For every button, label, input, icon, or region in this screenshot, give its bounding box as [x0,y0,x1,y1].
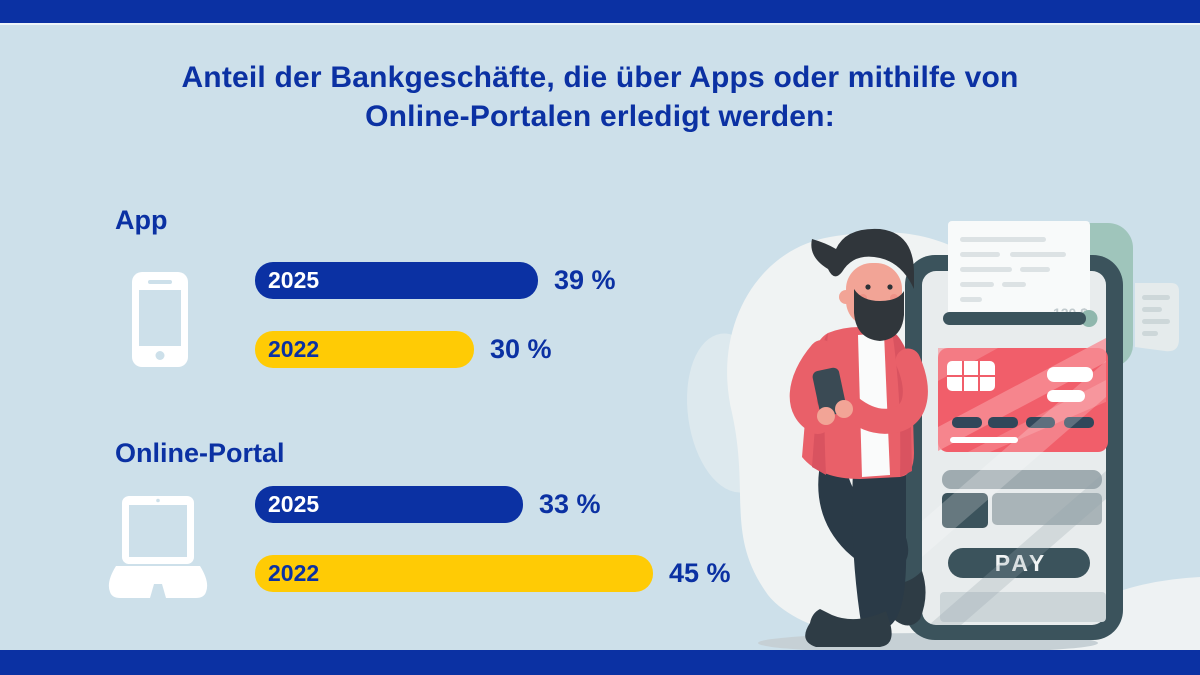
printed-receipt: 120 $ [948,221,1090,325]
section-heading-online-portal: Online-Portal [115,438,285,468]
top-border-strip [0,0,1200,25]
tee-shirt [858,333,890,477]
page-title-line1: Anteil der Bankgeschäfte, die über Apps … [181,61,1019,94]
smartphone-icon [132,272,188,367]
payment-terminal: 120 $ [905,221,1179,640]
bar-app-2025: 2025 [255,262,538,299]
person-head [811,228,914,341]
bar-portal-2022: 2022 [255,555,653,592]
bar-year-label: 2022 [268,336,320,362]
bar-year-label: 2025 [268,491,320,517]
bar-value-label: 45 % [669,558,731,588]
bar-row-portal-2025: 2025 33 % [255,486,601,523]
bar-app-2022: 2022 [255,331,474,368]
page-title-line2: Online-Portalen erledigt werden: [365,100,835,133]
credit-card [938,337,1108,452]
pay-button: PAY [948,548,1090,578]
bar-year-label: 2025 [268,267,320,293]
smartphone-icon-speaker [148,280,172,284]
bar-value-label: 30 % [490,334,552,364]
page-title: Anteil der Bankgeschäfte, die über Apps … [0,58,1200,136]
bar-row-portal-2022: 2022 45 % [255,555,731,592]
person-with-phone [789,228,928,647]
bar-year-label: 2022 [268,560,320,586]
smartphone-icon-screen [139,290,181,346]
payment-illustration: 120 $ [687,221,1200,650]
laptop-icon [108,496,208,598]
hand-phone [812,367,853,425]
screen-footer-bar [940,592,1106,622]
bar-value-label: 39 % [554,265,616,295]
screen-reflections [922,361,1106,625]
bottom-border-strip [0,650,1200,675]
smartphone-icon-home-button [155,351,165,360]
bar-portal-2025: 2025 [255,486,523,523]
bar-row-app-2022: 2022 30 % [255,331,552,368]
pay-button-label: PAY [995,550,1047,576]
section-heading-app: App [115,205,168,235]
form-bar-mid [992,493,1102,525]
shoe-left [805,609,892,647]
form-bar-wide [942,470,1102,489]
receipt-slot [943,310,1098,327]
card-number-dashes [952,417,1094,428]
bar-value-label: 33 % [539,489,601,519]
beard [854,289,904,341]
bar-row-app-2025: 2025 39 % [255,262,616,299]
side-receipt [1135,283,1179,352]
form-bar-dark [942,493,988,528]
